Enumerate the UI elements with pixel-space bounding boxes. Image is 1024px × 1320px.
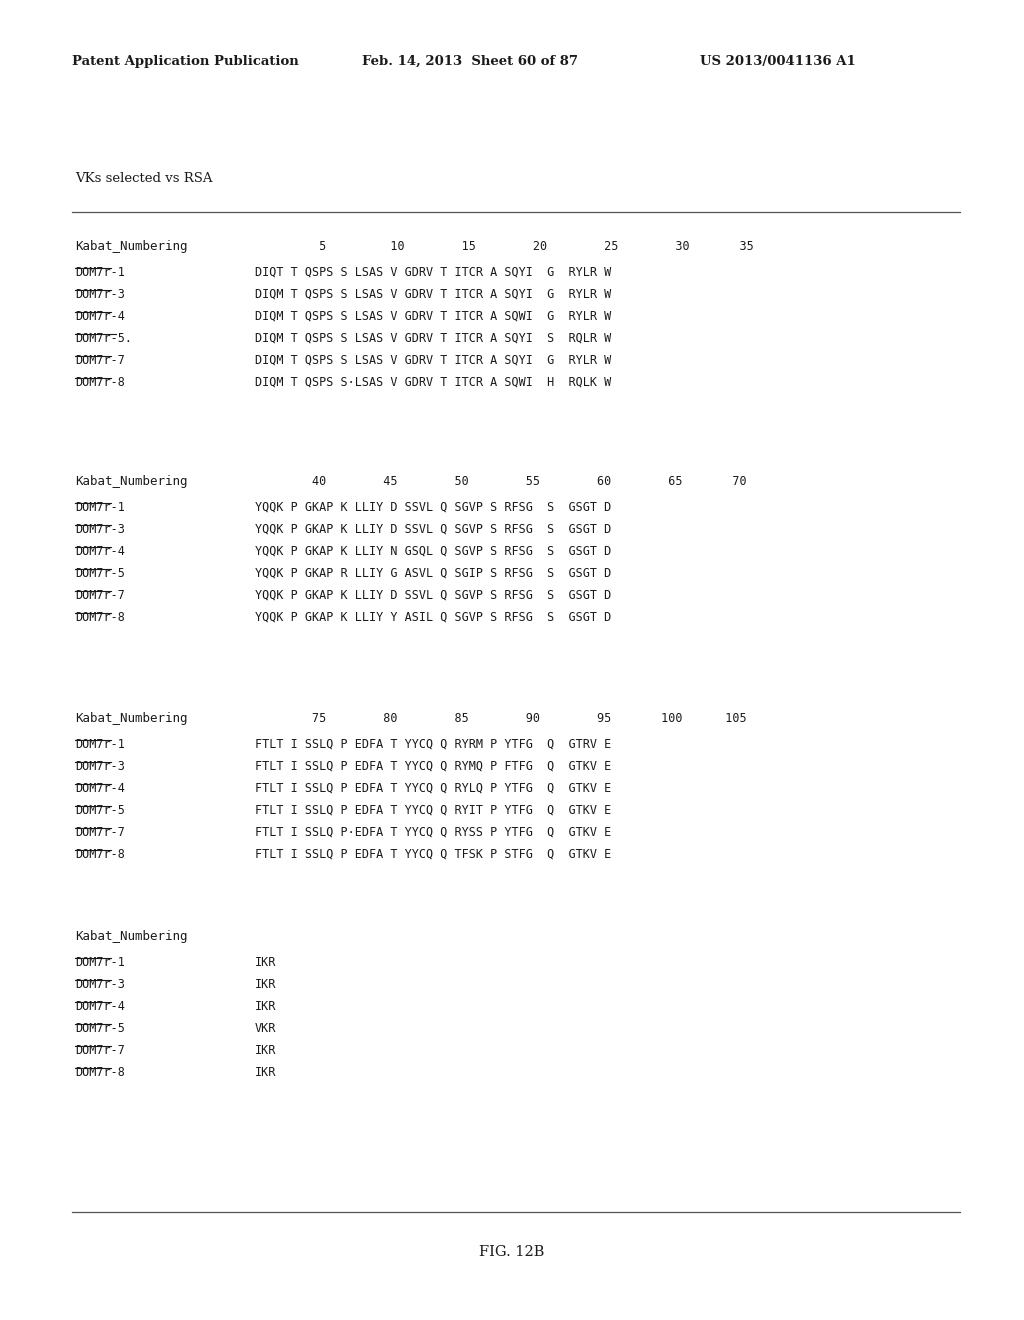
- Text: VKR: VKR: [255, 1022, 276, 1035]
- Text: DOM7r-1: DOM7r-1: [75, 267, 125, 279]
- Text: FTLT I SSLQ P·EDFA T YYCQ Q RYSS P YTFG  Q  GTKV E: FTLT I SSLQ P·EDFA T YYCQ Q RYSS P YTFG …: [255, 826, 611, 840]
- Text: DOM7r-4: DOM7r-4: [75, 1001, 125, 1012]
- Text: 40        45        50        55        60        65       70: 40 45 50 55 60 65 70: [255, 475, 746, 488]
- Text: Kabat_Numbering: Kabat_Numbering: [75, 240, 187, 253]
- Text: 5         10        15        20        25        30       35: 5 10 15 20 25 30 35: [255, 240, 754, 253]
- Text: YQQK P GKAP K LLIY Y ASIL Q SGVP S RFSG  S  GSGT D: YQQK P GKAP K LLIY Y ASIL Q SGVP S RFSG …: [255, 611, 611, 624]
- Text: FTLT I SSLQ P EDFA T YYCQ Q RYIT P YTFG  Q  GTKV E: FTLT I SSLQ P EDFA T YYCQ Q RYIT P YTFG …: [255, 804, 611, 817]
- Text: Feb. 14, 2013  Sheet 60 of 87: Feb. 14, 2013 Sheet 60 of 87: [362, 55, 578, 69]
- Text: Kabat_Numbering: Kabat_Numbering: [75, 475, 187, 488]
- Text: FTLT I SSLQ P EDFA T YYCQ Q RYLQ P YTFG  Q  GTKV E: FTLT I SSLQ P EDFA T YYCQ Q RYLQ P YTFG …: [255, 781, 611, 795]
- Text: DOM7r-8: DOM7r-8: [75, 376, 125, 389]
- Text: Kabat_Numbering: Kabat_Numbering: [75, 931, 187, 942]
- Text: DOM7r-4: DOM7r-4: [75, 781, 125, 795]
- Text: US 2013/0041136 A1: US 2013/0041136 A1: [700, 55, 856, 69]
- Text: DOM7r-4: DOM7r-4: [75, 310, 125, 323]
- Text: IKR: IKR: [255, 1044, 276, 1057]
- Text: FTLT I SSLQ P EDFA T YYCQ Q RYMQ P FTFG  Q  GTKV E: FTLT I SSLQ P EDFA T YYCQ Q RYMQ P FTFG …: [255, 760, 611, 774]
- Text: DOM7r-1: DOM7r-1: [75, 738, 125, 751]
- Text: DOM7r-3: DOM7r-3: [75, 523, 125, 536]
- Text: DOM7r-3: DOM7r-3: [75, 978, 125, 991]
- Text: YQQK P GKAP K LLIY N GSQL Q SGVP S RFSG  S  GSGT D: YQQK P GKAP K LLIY N GSQL Q SGVP S RFSG …: [255, 545, 611, 558]
- Text: 75        80        85        90        95       100      105: 75 80 85 90 95 100 105: [255, 711, 746, 725]
- Text: DOM7r-5: DOM7r-5: [75, 568, 125, 579]
- Text: IKR: IKR: [255, 978, 276, 991]
- Text: DOM7r-3: DOM7r-3: [75, 760, 125, 774]
- Text: DIQM T QSPS S LSAS V GDRV T ITCR A SQYI  G  RYLR W: DIQM T QSPS S LSAS V GDRV T ITCR A SQYI …: [255, 354, 611, 367]
- Text: DOM7r-1: DOM7r-1: [75, 502, 125, 513]
- Text: IKR: IKR: [255, 1001, 276, 1012]
- Text: FIG. 12B: FIG. 12B: [479, 1245, 545, 1259]
- Text: DOM7r-7: DOM7r-7: [75, 354, 125, 367]
- Text: DIQM T QSPS S·LSAS V GDRV T ITCR A SQWI  H  RQLK W: DIQM T QSPS S·LSAS V GDRV T ITCR A SQWI …: [255, 376, 611, 389]
- Text: Kabat_Numbering: Kabat_Numbering: [75, 711, 187, 725]
- Text: DOM7r-5: DOM7r-5: [75, 804, 125, 817]
- Text: YQQK P GKAP K LLIY D SSVL Q SGVP S RFSG  S  GSGT D: YQQK P GKAP K LLIY D SSVL Q SGVP S RFSG …: [255, 523, 611, 536]
- Text: DOM7r-1: DOM7r-1: [75, 956, 125, 969]
- Text: Patent Application Publication: Patent Application Publication: [72, 55, 299, 69]
- Text: DOM7r-7: DOM7r-7: [75, 589, 125, 602]
- Text: YQQK P GKAP R LLIY G ASVL Q SGIP S RFSG  S  GSGT D: YQQK P GKAP R LLIY G ASVL Q SGIP S RFSG …: [255, 568, 611, 579]
- Text: DOM7r-5.: DOM7r-5.: [75, 333, 132, 345]
- Text: FTLT I SSLQ P EDFA T YYCQ Q TFSK P STFG  Q  GTKV E: FTLT I SSLQ P EDFA T YYCQ Q TFSK P STFG …: [255, 847, 611, 861]
- Text: DOM7r-8: DOM7r-8: [75, 1067, 125, 1078]
- Text: DIQT T QSPS S LSAS V GDRV T ITCR A SQYI  G  RYLR W: DIQT T QSPS S LSAS V GDRV T ITCR A SQYI …: [255, 267, 611, 279]
- Text: DIQM T QSPS S LSAS V GDRV T ITCR A SQYI  S  RQLR W: DIQM T QSPS S LSAS V GDRV T ITCR A SQYI …: [255, 333, 611, 345]
- Text: DOM7r-7: DOM7r-7: [75, 826, 125, 840]
- Text: DOM7r-3: DOM7r-3: [75, 288, 125, 301]
- Text: IKR: IKR: [255, 956, 276, 969]
- Text: IKR: IKR: [255, 1067, 276, 1078]
- Text: DOM7r-4: DOM7r-4: [75, 545, 125, 558]
- Text: VKs selected vs RSA: VKs selected vs RSA: [75, 172, 213, 185]
- Text: DOM7r-8: DOM7r-8: [75, 611, 125, 624]
- Text: DOM7r-7: DOM7r-7: [75, 1044, 125, 1057]
- Text: DIQM T QSPS S LSAS V GDRV T ITCR A SQWI  G  RYLR W: DIQM T QSPS S LSAS V GDRV T ITCR A SQWI …: [255, 310, 611, 323]
- Text: YQQK P GKAP K LLIY D SSVL Q SGVP S RFSG  S  GSGT D: YQQK P GKAP K LLIY D SSVL Q SGVP S RFSG …: [255, 589, 611, 602]
- Text: DOM7r-8: DOM7r-8: [75, 847, 125, 861]
- Text: FTLT I SSLQ P EDFA T YYCQ Q RYRM P YTFG  Q  GTRV E: FTLT I SSLQ P EDFA T YYCQ Q RYRM P YTFG …: [255, 738, 611, 751]
- Text: DIQM T QSPS S LSAS V GDRV T ITCR A SQYI  G  RYLR W: DIQM T QSPS S LSAS V GDRV T ITCR A SQYI …: [255, 288, 611, 301]
- Text: YQQK P GKAP K LLIY D SSVL Q SGVP S RFSG  S  GSGT D: YQQK P GKAP K LLIY D SSVL Q SGVP S RFSG …: [255, 502, 611, 513]
- Text: DOM7r-5: DOM7r-5: [75, 1022, 125, 1035]
